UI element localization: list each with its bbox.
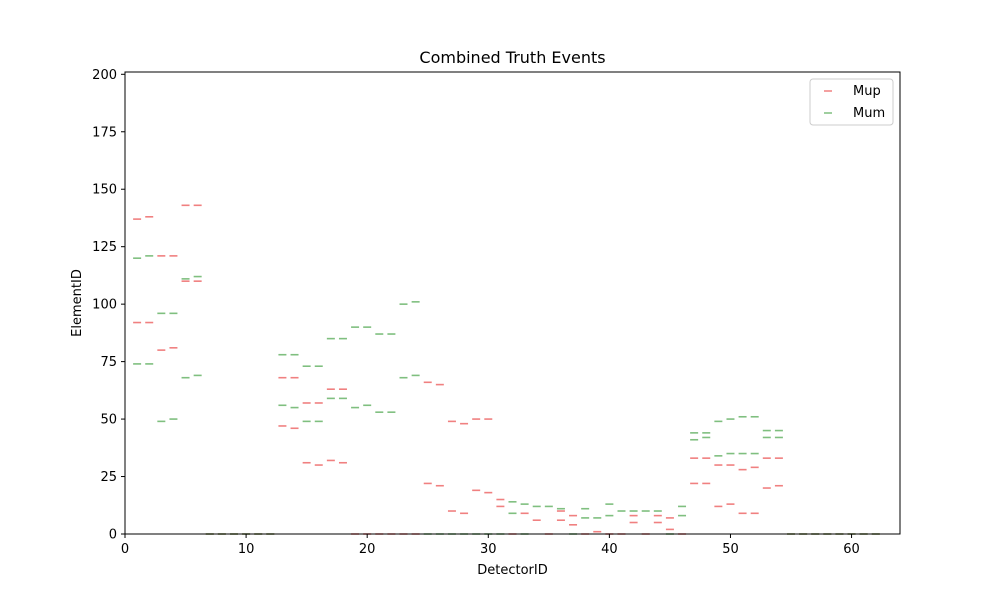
y-tick-label: 25	[100, 470, 117, 485]
y-tick-label: 175	[92, 125, 117, 140]
x-axis-label: DetectorID	[477, 563, 548, 578]
legend: Mup Mum	[809, 78, 894, 126]
x-axis: 0 10 20 30 40 50 60	[121, 534, 860, 557]
x-tick-label: 60	[843, 542, 860, 557]
x-tick-label: 10	[238, 542, 255, 557]
y-tick-label: 0	[109, 528, 117, 543]
x-tick-label: 50	[722, 542, 739, 557]
chart-marks	[133, 204, 880, 535]
legend-label-mup: Mup	[853, 84, 881, 99]
y-tick-label: 125	[92, 240, 117, 255]
x-tick-label: 30	[480, 542, 497, 557]
y-tick-label: 100	[92, 298, 117, 313]
y-tick-label: 150	[92, 183, 117, 198]
y-tick-label: 200	[92, 68, 117, 83]
plot-frame	[124, 71, 901, 535]
x-tick-label: 40	[601, 542, 618, 557]
y-axis-label: ElementID	[70, 269, 85, 337]
x-tick-label: 0	[121, 542, 129, 557]
y-axis: 0 25 50 75 100 125 150 175 200	[92, 68, 125, 543]
y-tick-label: 50	[100, 413, 117, 428]
chart-title: Combined Truth Events	[419, 48, 605, 67]
legend-label-mum: Mum	[853, 106, 885, 121]
y-tick-label: 75	[100, 355, 117, 370]
x-tick-label: 20	[359, 542, 376, 557]
